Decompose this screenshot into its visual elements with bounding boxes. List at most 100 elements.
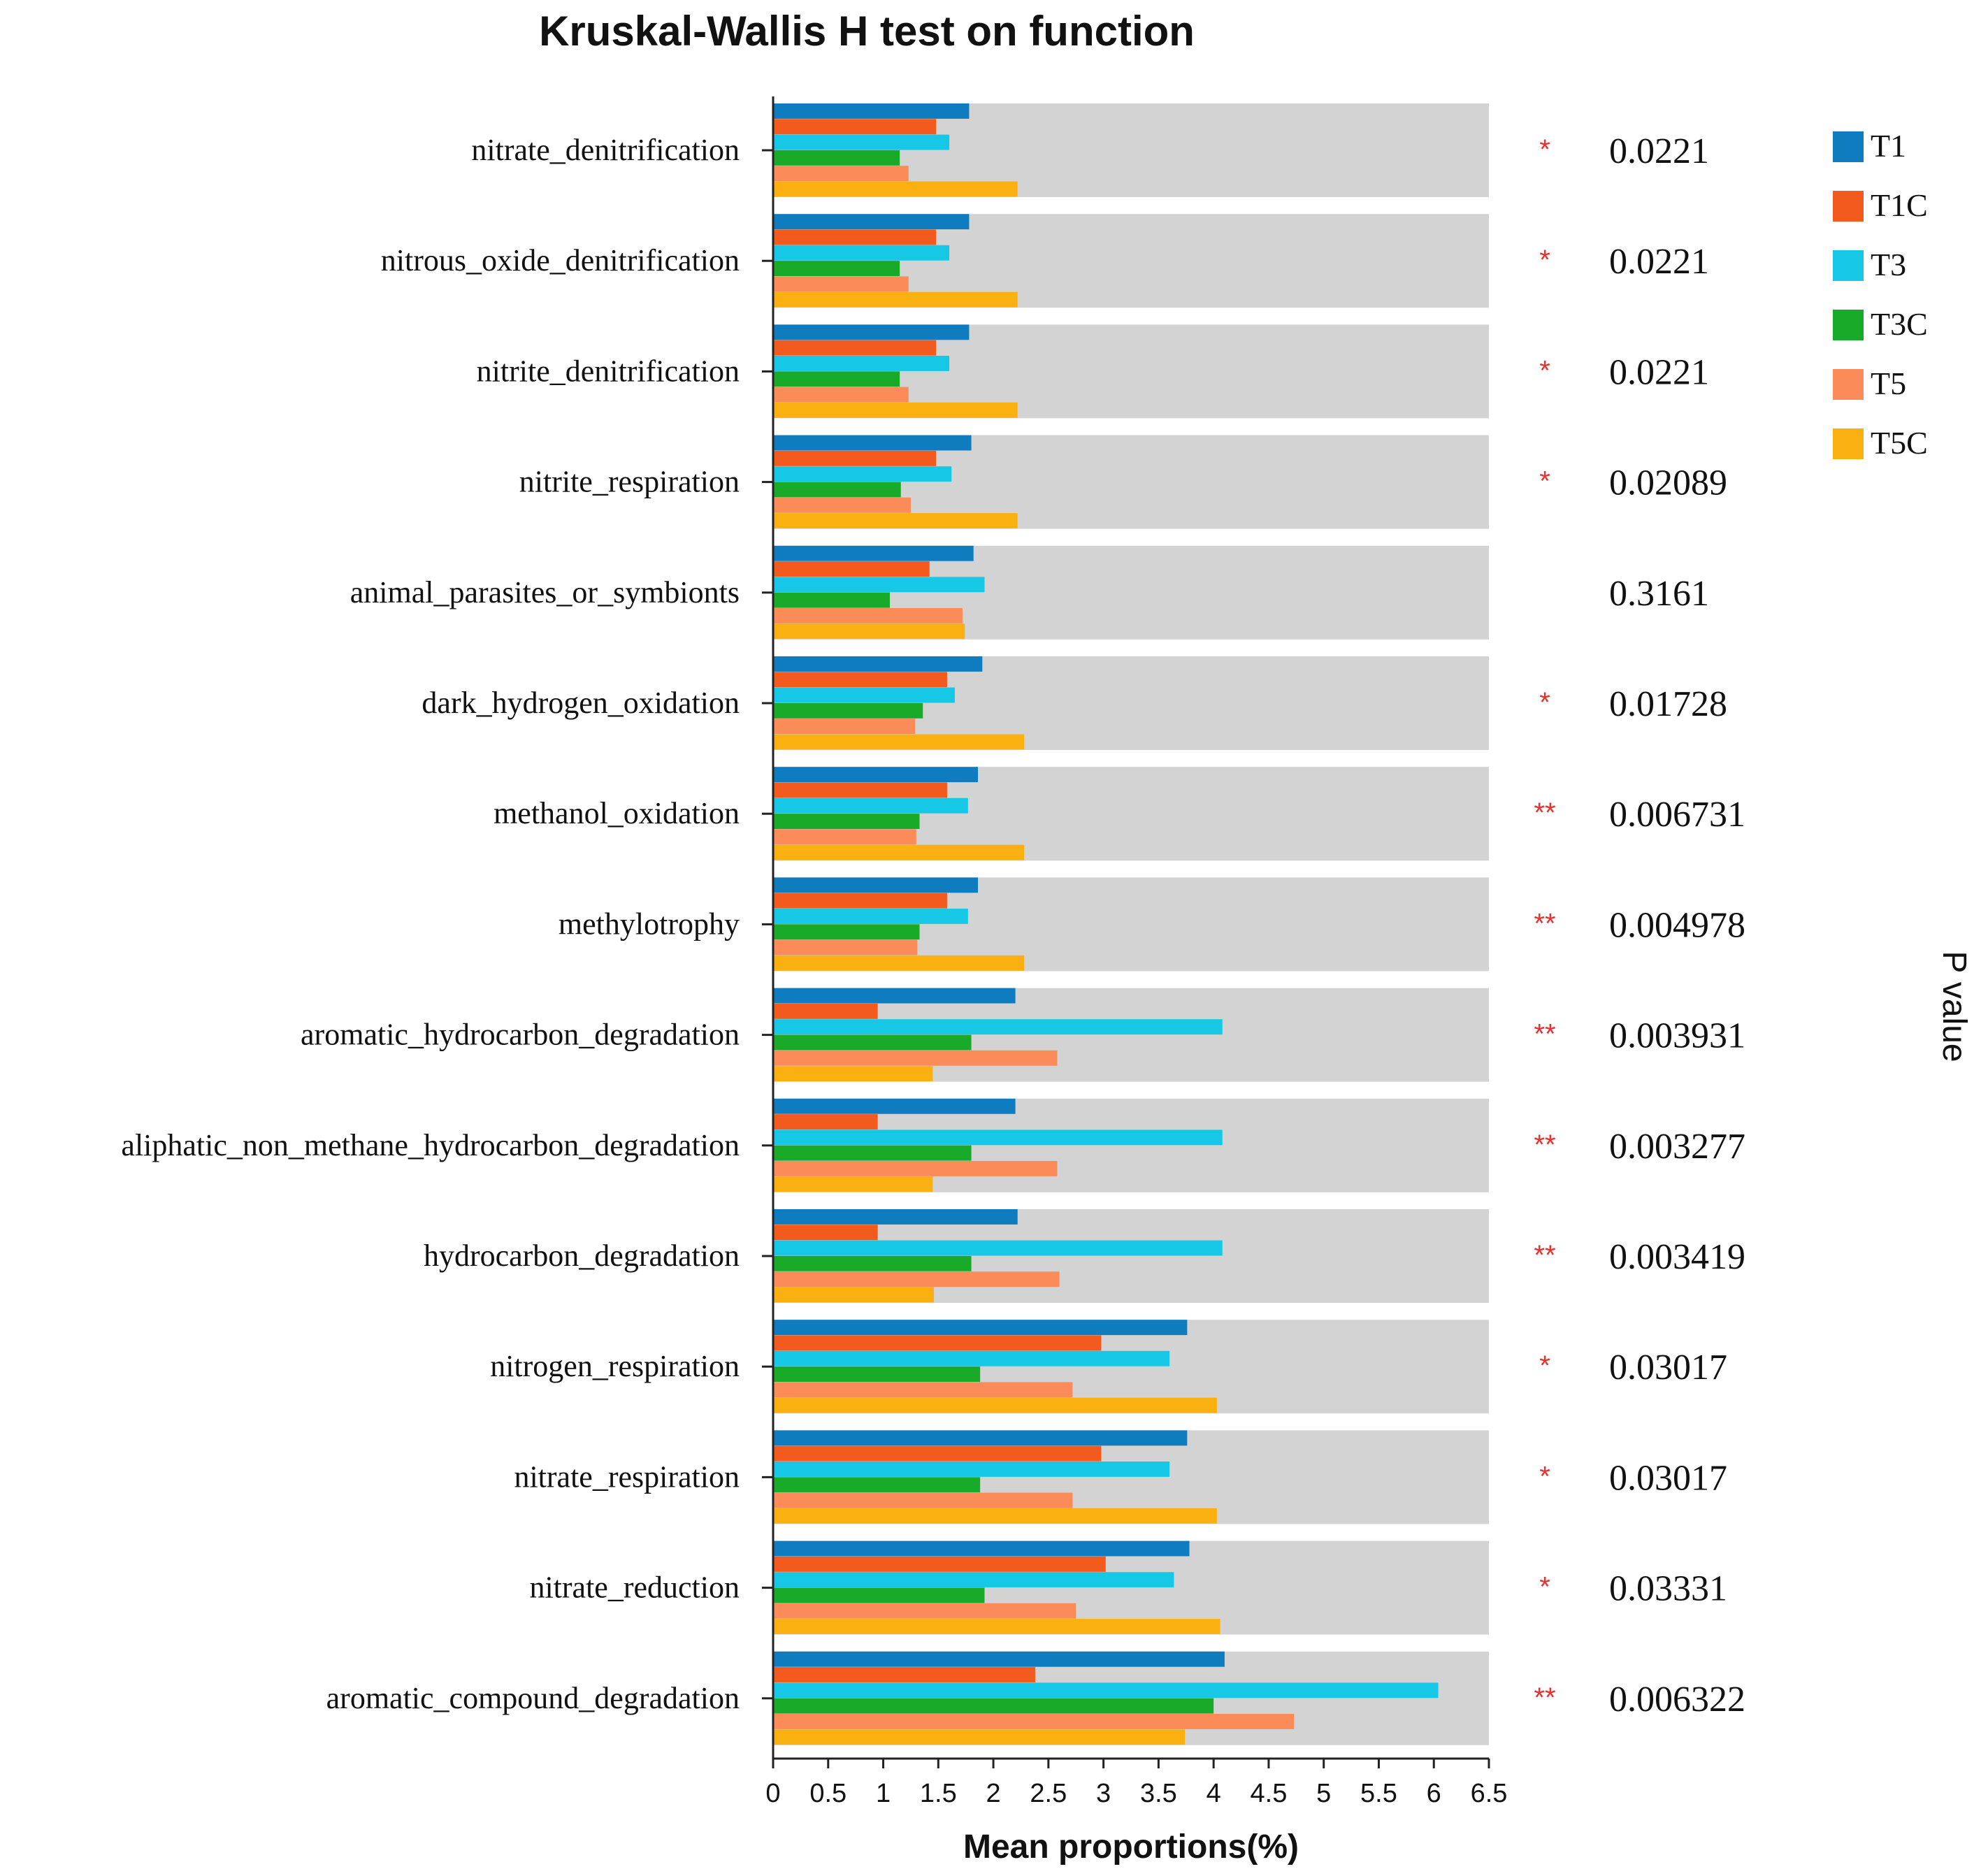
bar-t1-nitrate-reduction [773,1541,1190,1557]
bar-t5c-methanol-oxidation [773,844,1025,860]
p-value-axis-label: P value [1936,951,1973,1062]
p-value: 0.003931 [1609,1016,1745,1056]
bar-t3-methylotrophy [773,909,968,924]
bar-t5c-methylotrophy [773,955,1025,971]
bar-t1c-nitrite-respiration [773,450,937,466]
p-value: 0.004978 [1609,905,1745,945]
bar-t5-methanol-oxidation [773,829,916,845]
bar-t1c-aromatic-compound-degradation [773,1667,1035,1682]
bar-t3-nitrate-denitrification [773,134,950,150]
category-label: nitrogen_respiration [490,1349,740,1383]
bar-t1-aromatic-hydrocarbon-degradation [773,988,1016,1004]
bar-t5-nitrite-denitrification [773,387,909,403]
significance-marker: * [1539,134,1550,165]
legend-swatch-t1c [1833,191,1864,222]
bar-t1c-methanol-oxidation [773,782,947,798]
p-value: 0.003419 [1609,1237,1745,1277]
bar-t5c-aromatic-compound-degradation [773,1729,1186,1745]
category-label: methanol_oxidation [494,796,740,830]
bar-t1-methanol-oxidation [773,767,979,783]
bar-t1-nitrite-respiration [773,435,972,451]
bar-t3-hydrocarbon-degradation [773,1240,1223,1256]
bar-t5c-hydrocarbon-degradation [773,1287,935,1303]
x-tick-label: 5 [1316,1779,1331,1808]
legend-swatch-t3 [1833,250,1864,281]
bar-t3c-nitrite-respiration [773,482,901,498]
x-tick-label: 0.5 [809,1779,847,1808]
bar-t5c-animal-parasites-or-symbionts [773,623,965,640]
bar-t5-aliphatic-non-methane-hydrocarbon-degradation [773,1161,1058,1176]
bar-t3c-aliphatic-non-methane-hydrocarbon-degradation [773,1145,972,1161]
x-ticks: 0 0.5 1 1.5 2 2.5 3 3.5 4 4.5 5 5.5 6 6.5 [765,1759,1507,1808]
legend-swatch-t1 [1833,131,1864,162]
bar-t1c-nitrate-denitrification [773,119,937,135]
significance-marker: * [1539,1350,1550,1381]
legend-swatch-t5 [1833,369,1864,400]
significance-marker: * [1539,355,1550,386]
significance-marker: ** [1534,908,1555,939]
bar-t3c-animal-parasites-or-symbionts [773,592,890,608]
bar-t1-aliphatic-non-methane-hydrocarbon-degradation [773,1098,1016,1114]
x-tick-label: 0 [765,1779,780,1808]
p-value: 0.0221 [1609,131,1709,171]
bar-t5-nitrous-oxide-denitrification [773,276,909,292]
bar-t5c-nitrous-oxide-denitrification [773,291,1018,308]
x-tick-label: 3.5 [1140,1779,1177,1808]
significance-marker: ** [1534,1130,1555,1160]
p-value: 0.02089 [1609,463,1727,503]
bar-t5-nitrate-reduction [773,1603,1076,1619]
p-value: 0.01728 [1609,684,1727,724]
bar-t3-animal-parasites-or-symbionts [773,577,985,593]
bars [773,103,1439,1745]
p-value-column: * 0.0221 * 0.0221 * 0.0221 * 0.02089 0.3161 * 0.01… [1534,131,1745,1719]
x-tick-label: 4.5 [1251,1779,1288,1808]
bar-t5c-nitrate-denitrification [773,181,1018,197]
bar-t3c-aromatic-compound-degradation [773,1698,1214,1714]
chart-title: Kruskal-Wallis H test on function [539,8,1195,55]
bar-t3-aromatic-compound-degradation [773,1682,1439,1698]
bar-t3-nitrite-respiration [773,466,952,482]
bar-t5c-nitrite-respiration [773,513,1018,528]
bar-t3c-methanol-oxidation [773,814,920,829]
bar-t1c-animal-parasites-or-symbionts [773,561,930,577]
p-value: 0.3161 [1609,574,1709,614]
category-label: nitrate_reduction [529,1571,740,1605]
bar-t5-nitrogen-respiration [773,1382,1073,1398]
bar-t3-dark-hydrogen-oxidation [773,687,955,703]
bar-t1c-aliphatic-non-methane-hydrocarbon-degradation [773,1114,878,1130]
x-tick-label: 2 [986,1779,1001,1808]
bar-t1c-nitrous-oxide-denitrification [773,229,937,245]
category-label: nitrate_respiration [514,1459,740,1494]
significance-marker: * [1539,466,1550,497]
p-value: 0.006322 [1609,1680,1745,1719]
bar-t5-hydrocarbon-degradation [773,1271,1060,1287]
x-tick-label: 1.5 [920,1779,957,1808]
bar-t3c-aromatic-hydrocarbon-degradation [773,1034,972,1051]
significance-marker: ** [1534,798,1555,828]
bar-t3-nitrate-reduction [773,1572,1174,1588]
x-tick-label: 6.5 [1471,1779,1508,1808]
category-label: nitrous_oxide_denitrification [381,243,740,277]
bar-t3-nitrate-respiration [773,1462,1170,1477]
category-label: hydrocarbon_degradation [424,1239,740,1273]
category-label: aromatic_compound_degradation [326,1681,740,1715]
bar-t5-nitrite-respiration [773,497,911,513]
category-label: nitrite_denitrification [477,354,740,388]
bar-t1c-dark-hydrogen-oxidation [773,672,947,688]
bar-t1-nitrate-denitrification [773,103,970,119]
bar-t1-nitrous-oxide-denitrification [773,214,970,230]
category-label: nitrite_respiration [519,465,740,499]
p-value: 0.03331 [1609,1569,1727,1609]
bar-t5c-nitrogen-respiration [773,1397,1217,1413]
bar-t1-animal-parasites-or-symbionts [773,545,974,561]
category-labels: nitrate_denitrification nitrous_oxide_den… [121,133,740,1715]
bar-t1c-nitrate-respiration [773,1445,1102,1462]
bar-t3c-dark-hydrogen-oxidation [773,702,923,719]
bar-t3c-nitrate-respiration [773,1477,981,1493]
legend-label-t5: T5 [1871,366,1906,401]
bar-t3-aliphatic-non-methane-hydrocarbon-degradation [773,1130,1223,1146]
bar-t5-dark-hydrogen-oxidation [773,719,916,735]
p-value: 0.003277 [1609,1127,1745,1167]
bar-t1c-aromatic-hydrocarbon-degradation [773,1003,878,1019]
